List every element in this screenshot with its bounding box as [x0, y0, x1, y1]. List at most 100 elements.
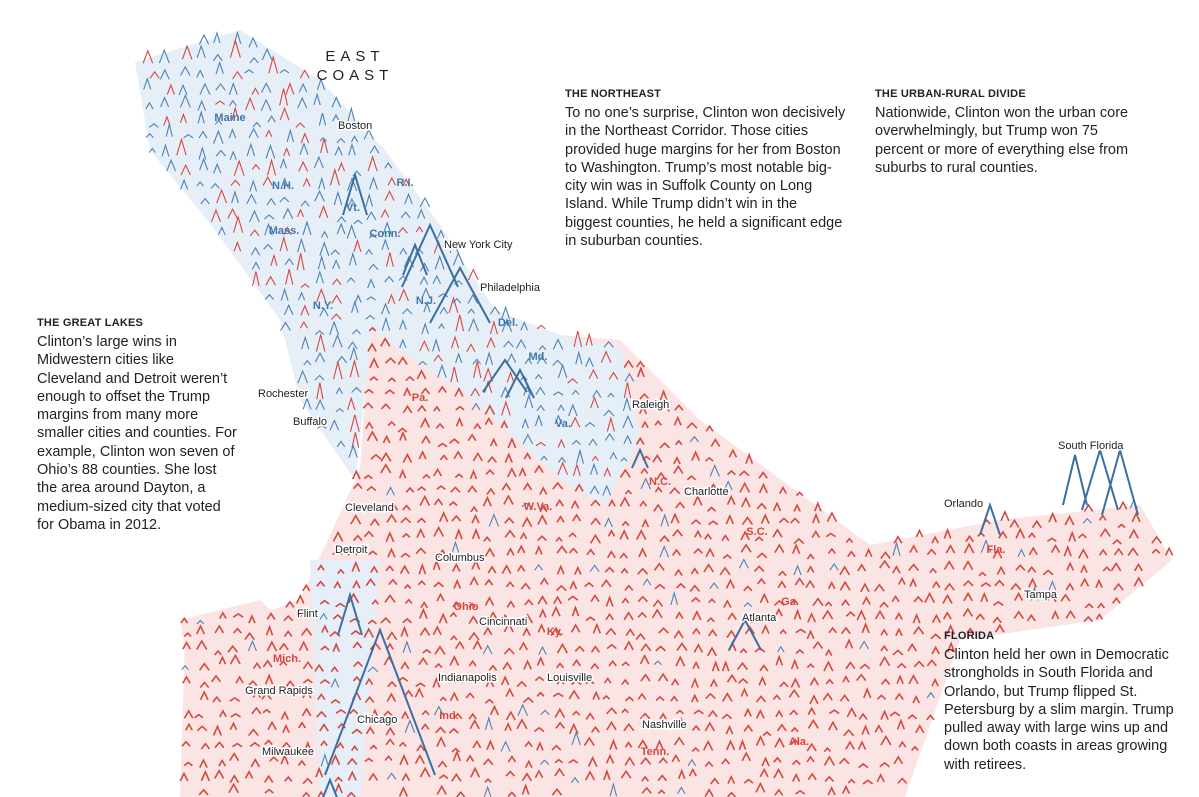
spike — [318, 204, 329, 219]
spike — [267, 115, 276, 123]
spike — [536, 535, 547, 542]
spike — [448, 727, 459, 734]
spike — [1048, 580, 1057, 590]
spike — [213, 129, 224, 144]
spike — [962, 579, 974, 587]
spike — [693, 709, 704, 715]
spike — [693, 643, 704, 653]
spike — [897, 777, 908, 784]
spike — [1133, 576, 1144, 587]
spike — [159, 68, 170, 80]
spike — [295, 122, 306, 128]
spike — [415, 682, 426, 688]
spike — [707, 709, 718, 718]
spike — [623, 359, 634, 369]
spike — [264, 293, 275, 300]
spike — [708, 598, 716, 604]
spike — [437, 363, 447, 378]
spike — [439, 454, 448, 461]
spike — [1046, 537, 1057, 543]
spike — [436, 735, 446, 747]
spike — [179, 94, 191, 108]
spike — [516, 718, 528, 730]
spike — [879, 559, 891, 569]
spike — [687, 758, 697, 767]
spike — [534, 545, 543, 555]
spike — [1099, 527, 1111, 537]
spike — [181, 664, 189, 671]
spike — [454, 528, 463, 540]
spike — [405, 486, 415, 493]
spike — [590, 662, 600, 670]
spike — [330, 753, 341, 765]
city-label: Milwaukee — [262, 746, 314, 758]
spike — [773, 768, 784, 779]
spike — [912, 694, 920, 704]
spike — [523, 659, 532, 670]
spike — [721, 713, 733, 720]
spike — [536, 691, 545, 697]
spike — [965, 534, 974, 543]
spike — [178, 83, 188, 96]
spike — [229, 696, 241, 702]
spike — [846, 706, 857, 718]
spike — [778, 517, 790, 524]
spike — [383, 710, 393, 717]
spike — [266, 197, 276, 206]
spike — [335, 387, 343, 395]
spike — [520, 582, 531, 590]
spike — [980, 591, 989, 603]
spike — [777, 645, 785, 653]
spike — [555, 536, 563, 542]
spike — [218, 758, 227, 767]
spike — [590, 593, 600, 603]
spike — [1131, 511, 1141, 523]
spike — [584, 581, 594, 588]
spike — [1080, 577, 1090, 587]
spike — [333, 361, 343, 380]
spike — [417, 580, 426, 586]
city-label: Chicago — [357, 714, 397, 726]
spike — [387, 377, 397, 383]
annotation-title: THE GREAT LAKES — [37, 317, 144, 329]
spike — [179, 771, 189, 782]
spike — [524, 357, 532, 365]
spike — [283, 147, 291, 157]
spike — [227, 644, 239, 653]
spike — [247, 639, 257, 652]
spike — [382, 221, 392, 235]
spike — [180, 65, 191, 76]
spike — [518, 641, 529, 651]
spike — [250, 246, 261, 256]
spike — [704, 788, 714, 797]
spike — [336, 222, 346, 235]
spike — [145, 101, 154, 110]
spike — [262, 708, 271, 714]
city-label: Louisville — [547, 672, 592, 684]
spike — [353, 219, 363, 225]
spike — [455, 405, 465, 411]
spike — [302, 220, 312, 236]
region-lakeshore — [310, 560, 380, 797]
spike — [369, 744, 378, 750]
spike — [452, 251, 464, 266]
spike — [942, 593, 953, 604]
spike — [943, 560, 955, 570]
spike — [423, 301, 431, 313]
spike — [265, 129, 273, 138]
spike — [417, 404, 427, 412]
spike — [1030, 585, 1039, 601]
spike — [704, 721, 716, 732]
spike — [502, 661, 513, 671]
spike — [637, 739, 648, 749]
spike — [707, 628, 718, 637]
state-label: Va. — [555, 418, 571, 430]
spike — [592, 690, 601, 700]
spike — [1028, 546, 1038, 556]
spike — [688, 767, 697, 777]
spike — [351, 386, 362, 393]
state-label: Maine — [214, 112, 245, 124]
spike — [346, 277, 356, 283]
spike — [891, 595, 900, 603]
